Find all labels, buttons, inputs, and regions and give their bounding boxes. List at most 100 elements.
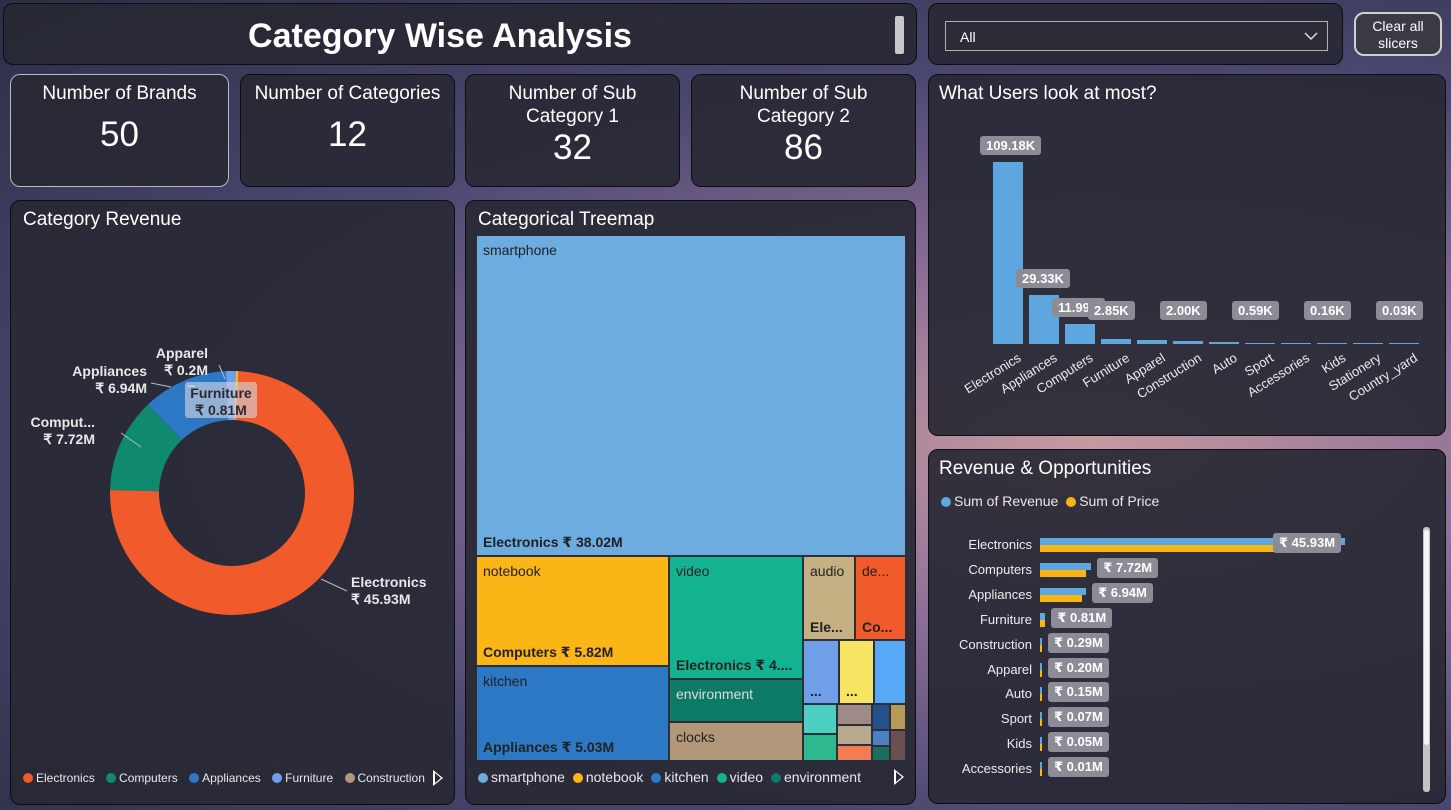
price-bar[interactable]	[1040, 569, 1087, 577]
panel-title: What Users look at most?	[939, 83, 1157, 104]
cell-value: Appliances ₹ 5.03M	[483, 739, 615, 755]
title-card: Category Wise Analysis	[3, 3, 917, 65]
cell-value: Ele...	[810, 619, 843, 635]
kpi-categories[interactable]: Number of Categories 12	[240, 74, 455, 187]
kpi-sub-category-1[interactable]: Number of Sub Category 1 32	[465, 74, 680, 187]
legend-item[interactable]: Furniture	[272, 771, 333, 785]
treemap-cell-small[interactable]	[890, 704, 906, 730]
treemap-cell-small[interactable]	[890, 730, 906, 761]
revenue-bar[interactable]	[1040, 538, 1345, 545]
revenue-bar[interactable]	[1040, 762, 1042, 770]
price-bar[interactable]	[1040, 669, 1042, 677]
legend-item[interactable]: Computers	[106, 771, 178, 785]
legend-dot	[189, 773, 200, 783]
price-bar[interactable]	[1040, 619, 1045, 627]
bar-sport[interactable]	[1245, 342, 1275, 344]
treemap-cell-kitchen[interactable]: kitchen Appliances ₹ 5.03M	[476, 666, 669, 761]
users-bar-chart[interactable]: 109.18K Electronics 29.33K Appliances 11.99K…	[929, 75, 1447, 437]
treemap-cell-small[interactable]	[803, 704, 837, 734]
legend-item[interactable]: environment	[770, 769, 861, 785]
treemap-cell-small[interactable]	[803, 734, 837, 761]
legend-item[interactable]: Appliances	[189, 771, 261, 785]
bar-furniture[interactable]	[1101, 339, 1131, 344]
treemap-cell-audio[interactable]: audio Ele...	[803, 556, 855, 640]
treemap[interactable]: smartphone Electronics ₹ 38.02M notebook…	[476, 235, 906, 761]
price-bar[interactable]	[1040, 545, 1306, 552]
donut-slice-computers[interactable]	[110, 404, 182, 492]
bar-stationery[interactable]	[1353, 342, 1383, 344]
price-bar[interactable]	[1040, 769, 1042, 777]
legend-item[interactable]: Sum of Revenue	[941, 493, 1058, 509]
revenue-bar-chart[interactable]: Electronics ₹ 45.93M Computers ₹ 7.72M Appli…	[929, 450, 1419, 805]
treemap-cell-smartphone[interactable]: smartphone Electronics ₹ 38.02M	[476, 235, 906, 556]
kpi-brands[interactable]: Number of Brands 50	[10, 74, 229, 187]
y-tick-label: Auto	[1005, 686, 1032, 702]
kpi-label: Number of Brands	[42, 83, 197, 104]
scroll-handle[interactable]	[895, 16, 904, 54]
donut-slice-electronics[interactable]	[110, 371, 354, 615]
bar-electronics[interactable]	[993, 162, 1023, 344]
kpi-sub-category-2[interactable]: Number of Sub Category 2 86	[691, 74, 916, 187]
bar-kids[interactable]	[1317, 342, 1347, 344]
cell-value: ...	[846, 683, 858, 699]
legend-item[interactable]: smartphone	[478, 769, 565, 785]
bar-data-label: 109.18K	[980, 136, 1042, 156]
treemap-cell-small[interactable]	[837, 725, 872, 745]
legend-item[interactable]: notebook	[572, 769, 643, 785]
scrollbar-thumb[interactable]	[1424, 530, 1429, 745]
treemap-cell-small[interactable]	[872, 704, 890, 730]
treemap-cell-small[interactable]	[837, 704, 872, 725]
bar-accessories[interactable]	[1281, 342, 1311, 344]
revenue-bar[interactable]	[1040, 562, 1092, 570]
revenue-bar[interactable]	[1040, 612, 1046, 620]
treemap-cell-small[interactable]	[872, 730, 890, 746]
price-bar[interactable]	[1040, 694, 1042, 702]
cell-name: de...	[862, 563, 890, 579]
bar-auto[interactable]	[1209, 342, 1239, 344]
revenue-bar[interactable]	[1040, 662, 1042, 670]
price-bar[interactable]	[1040, 594, 1083, 602]
furniture-label-box	[187, 385, 195, 387]
category-slicer-dropdown[interactable]: All	[945, 21, 1328, 51]
legend-item[interactable]: kitchen	[651, 769, 709, 785]
legend-item[interactable]: Construction	[344, 771, 425, 785]
treemap-cell-de[interactable]: de... Co...	[855, 556, 906, 640]
leader-line	[218, 364, 226, 380]
treemap-cell-small[interactable]: ...	[803, 640, 839, 704]
legend-item[interactable]: Electronics	[23, 771, 95, 785]
bar-country_yard[interactable]	[1389, 342, 1419, 344]
cell-value: Electronics ₹ 38.02M	[483, 534, 623, 550]
treemap-cell-small[interactable]	[872, 746, 890, 761]
treemap-cell-notebook[interactable]: notebook Computers ₹ 5.82M	[476, 556, 669, 666]
treemap-cell-video[interactable]: video Electronics ₹ 4....	[669, 556, 803, 679]
price-bar[interactable]	[1040, 644, 1042, 652]
legend-item[interactable]: video	[716, 769, 763, 785]
legend-next-arrow-icon[interactable]	[894, 769, 904, 785]
slicer-card: All	[928, 3, 1343, 65]
price-bar[interactable]	[1040, 719, 1042, 727]
revenue-bar[interactable]	[1040, 637, 1042, 645]
revenue-bar[interactable]	[1040, 712, 1042, 720]
revenue-bar[interactable]	[1040, 737, 1042, 745]
legend-next-arrow-icon[interactable]	[433, 770, 443, 786]
legend-label: Construction	[357, 771, 425, 785]
treemap-cell-small[interactable]	[874, 640, 906, 704]
legend-dot	[106, 773, 117, 783]
treemap-cell-clocks[interactable]: clocks	[669, 722, 803, 761]
bar-data-label: ₹ 0.29M	[1048, 632, 1109, 653]
legend-label: Sum of Price	[1079, 493, 1160, 509]
treemap-cell-small[interactable]	[837, 745, 872, 761]
treemap-cell-small[interactable]: ...	[839, 640, 874, 704]
legend-dot	[941, 497, 951, 507]
bar-data-label: 0.16K	[1304, 301, 1351, 320]
bar-apparel[interactable]	[1137, 340, 1167, 344]
revenue-bar[interactable]	[1040, 687, 1042, 695]
clear-all-slicers-button[interactable]: Clear all slicers	[1354, 12, 1442, 56]
bar-construction[interactable]	[1173, 340, 1203, 344]
bar-computers[interactable]	[1065, 324, 1095, 344]
treemap-cell-environment[interactable]: environment	[669, 679, 803, 722]
price-bar[interactable]	[1040, 744, 1042, 752]
legend-item[interactable]: Sum of Price	[1066, 493, 1159, 509]
revenue-bar[interactable]	[1040, 587, 1087, 595]
